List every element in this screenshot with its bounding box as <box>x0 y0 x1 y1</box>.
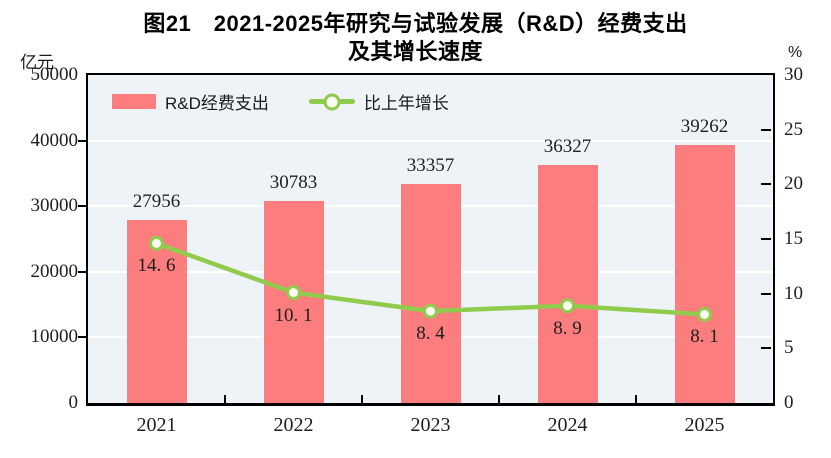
chart-title-line1: 图21 2021-2025年研究与试验发展（R&D）经费支出 <box>143 11 688 36</box>
growth-value-label: 8. 4 <box>416 323 445 345</box>
right-axis-tick-mark <box>761 128 771 131</box>
right-axis-tick-label: 20 <box>784 173 803 195</box>
bar <box>674 145 735 403</box>
legend-bar-label: R&D经费支出 <box>165 94 269 113</box>
line-data-point-marker <box>697 306 712 322</box>
x-axis-tick-mark <box>224 395 226 403</box>
left-axis-tick-mark <box>78 270 88 273</box>
left-axis-tick-mark <box>78 336 88 339</box>
bar-value-label: 33357 <box>406 155 455 177</box>
bar <box>400 184 461 403</box>
right-axis-tick-label: 15 <box>784 228 803 249</box>
left-axis-unit: 亿元 <box>20 53 54 72</box>
x-axis-category-label: 2025 <box>684 414 725 436</box>
right-axis-tick-label: 0 <box>784 392 794 413</box>
right-axis-tick-label: 5 <box>784 337 794 359</box>
bar <box>537 164 598 403</box>
bar-value-label: 27956 <box>132 190 181 212</box>
x-axis-category-label: 2023 <box>410 414 451 436</box>
left-axis-tick-label: 40000 <box>30 129 79 151</box>
growth-value-label: 8. 9 <box>553 317 582 339</box>
growth-line-series <box>149 235 712 322</box>
right-axis-tick-mark <box>761 292 771 295</box>
gridline <box>88 139 773 142</box>
right-axis-tick-mark <box>761 347 771 350</box>
growth-value-label: 8. 1 <box>690 326 719 348</box>
line-data-point-marker <box>560 298 575 314</box>
right-axis-tick-mark <box>761 183 771 186</box>
growth-value-label: 14. 6 <box>137 255 176 277</box>
legend-item-line: 比上年增长 <box>308 89 449 114</box>
x-axis-category-label: 2021 <box>136 414 177 436</box>
x-axis-tick-mark <box>635 395 637 403</box>
bar-value-label: 36327 <box>543 135 592 157</box>
left-axis-tick-label: 20000 <box>30 260 79 282</box>
right-axis-tick-label: 10 <box>784 282 803 304</box>
x-axis-category-label: 2022 <box>273 414 314 436</box>
legend-line-label: 比上年增长 <box>363 94 449 113</box>
left-axis-tick-label: 10000 <box>30 326 79 348</box>
legend: R&D经费支出 比上年增长 <box>112 89 449 114</box>
right-axis-tick-label: 30 <box>784 64 803 85</box>
left-axis-tick-label: 50000 <box>30 64 79 85</box>
bar-series-swatch-icon <box>112 94 156 109</box>
plot-area: R&D经费支出 比上年增长 27956 30783 33357 36327 39262 1… <box>86 73 775 406</box>
bar-value-label: 30783 <box>269 172 318 194</box>
x-axis-category-label: 2024 <box>547 414 588 436</box>
chart-title-line2: 及其增长速度 <box>347 39 483 64</box>
left-axis-tick-label: 0 <box>68 392 79 413</box>
bar-value-label: 39262 <box>680 116 729 138</box>
right-axis-tick-mark <box>761 238 771 240</box>
right-axis-tick-label: 25 <box>784 118 803 140</box>
line-data-point-marker <box>423 303 438 319</box>
left-axis-tick-mark <box>78 205 88 208</box>
line-series-swatch-icon <box>308 93 355 110</box>
line-data-point-marker <box>286 285 301 301</box>
left-axis-tick-mark <box>78 139 88 142</box>
legend-item-bar: R&D经费支出 <box>112 89 269 114</box>
growth-value-label: 10. 1 <box>274 304 313 326</box>
x-axis-tick-mark <box>498 395 500 403</box>
left-axis-tick-label: 30000 <box>30 195 79 217</box>
x-axis-tick-mark <box>361 395 363 403</box>
bar <box>263 201 324 403</box>
line-marker-icon <box>323 93 341 110</box>
right-axis-unit: % <box>788 44 803 61</box>
line-data-point-marker <box>149 235 164 251</box>
